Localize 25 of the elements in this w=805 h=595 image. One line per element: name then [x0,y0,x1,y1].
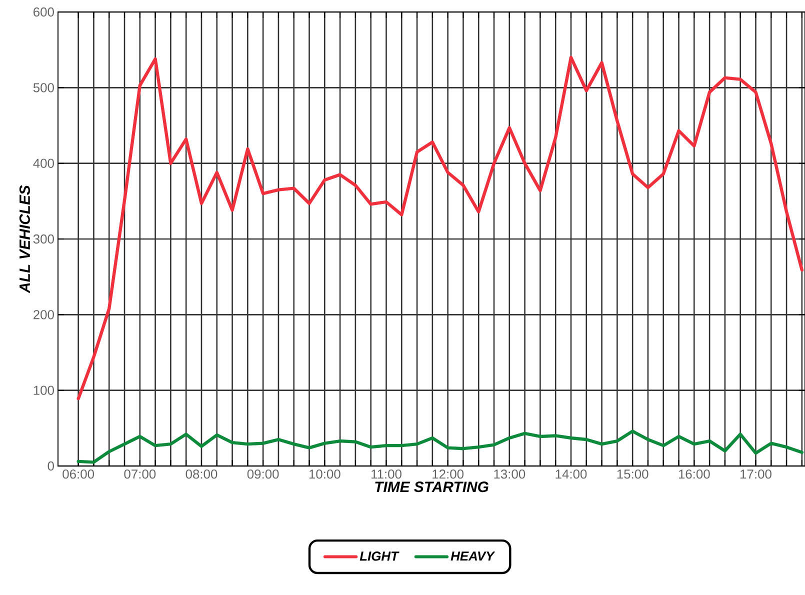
x-tick-label: 14:00 [556,470,587,479]
x-tick-label: 13:00 [494,470,526,479]
x-tick-label: 12:00 [432,470,464,479]
legend-label: LIGHT [360,552,400,561]
x-tick-label: 08:00 [186,470,218,479]
y-tick-label: 400 [33,158,54,168]
y-tick-label: 0 [48,461,54,471]
x-axis-title: TIME STARTING [375,482,488,492]
legend-label: HEAVY [450,552,496,561]
x-tick-label: 16:00 [678,470,710,479]
y-axis-title: ALL VEHICLES [19,185,30,294]
x-tick-label: 15:00 [617,470,648,479]
x-tick-label: 07:00 [124,470,156,479]
y-tick-label: 600 [34,7,54,17]
y-tick-label: 100 [34,386,54,395]
x-tick-label: 11:00 [372,470,402,479]
x-tick-label: 10:00 [309,470,340,479]
y-tick-label: 500 [33,83,54,92]
x-tick-label: 09:00 [247,470,279,479]
line-series [76,56,804,400]
y-tick-label: 200 [34,310,54,320]
line-series [76,430,804,464]
y-tick-label: 300 [33,234,54,244]
x-tick-label: 17:00 [740,470,772,479]
x-tick-label: 06:00 [62,470,94,479]
